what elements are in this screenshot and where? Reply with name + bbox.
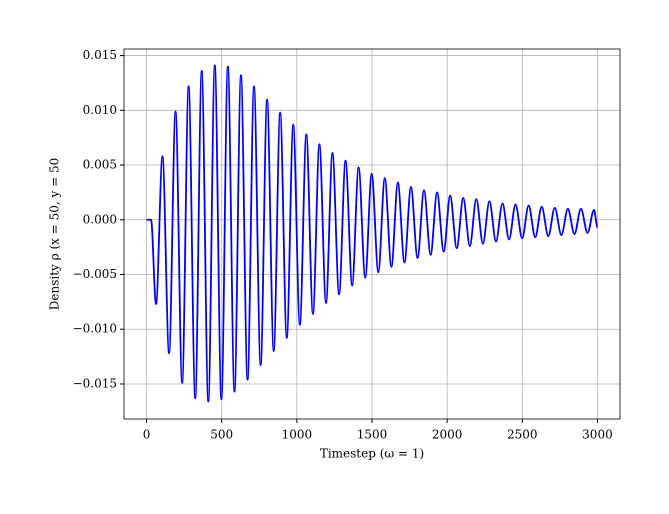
x-tick-label: 2500 (507, 428, 538, 442)
y-tick-label: 0.000 (83, 212, 117, 226)
x-tick-label: 1500 (357, 428, 388, 442)
y-tick-label: 0.005 (83, 158, 117, 172)
x-tick-label: 500 (210, 428, 233, 442)
x-tick-label: 1000 (282, 428, 313, 442)
y-axis-label: Density ρ (x = 50, y = 50 (48, 158, 62, 311)
y-tick-label: −0.015 (73, 376, 117, 390)
y-tick-label: 0.010 (83, 103, 117, 117)
data-line (146, 64, 599, 403)
y-tick-label: −0.005 (73, 267, 117, 281)
y-tick-label: −0.010 (73, 322, 117, 336)
x-tick-label: 3000 (582, 428, 613, 442)
x-axis-label: Timestep (ω = 1) (320, 447, 424, 461)
x-tick-label: 0 (143, 428, 151, 442)
plot-frame (123, 48, 621, 420)
x-tick-label: 2000 (432, 428, 463, 442)
y-tick-label: 0.015 (83, 48, 117, 62)
